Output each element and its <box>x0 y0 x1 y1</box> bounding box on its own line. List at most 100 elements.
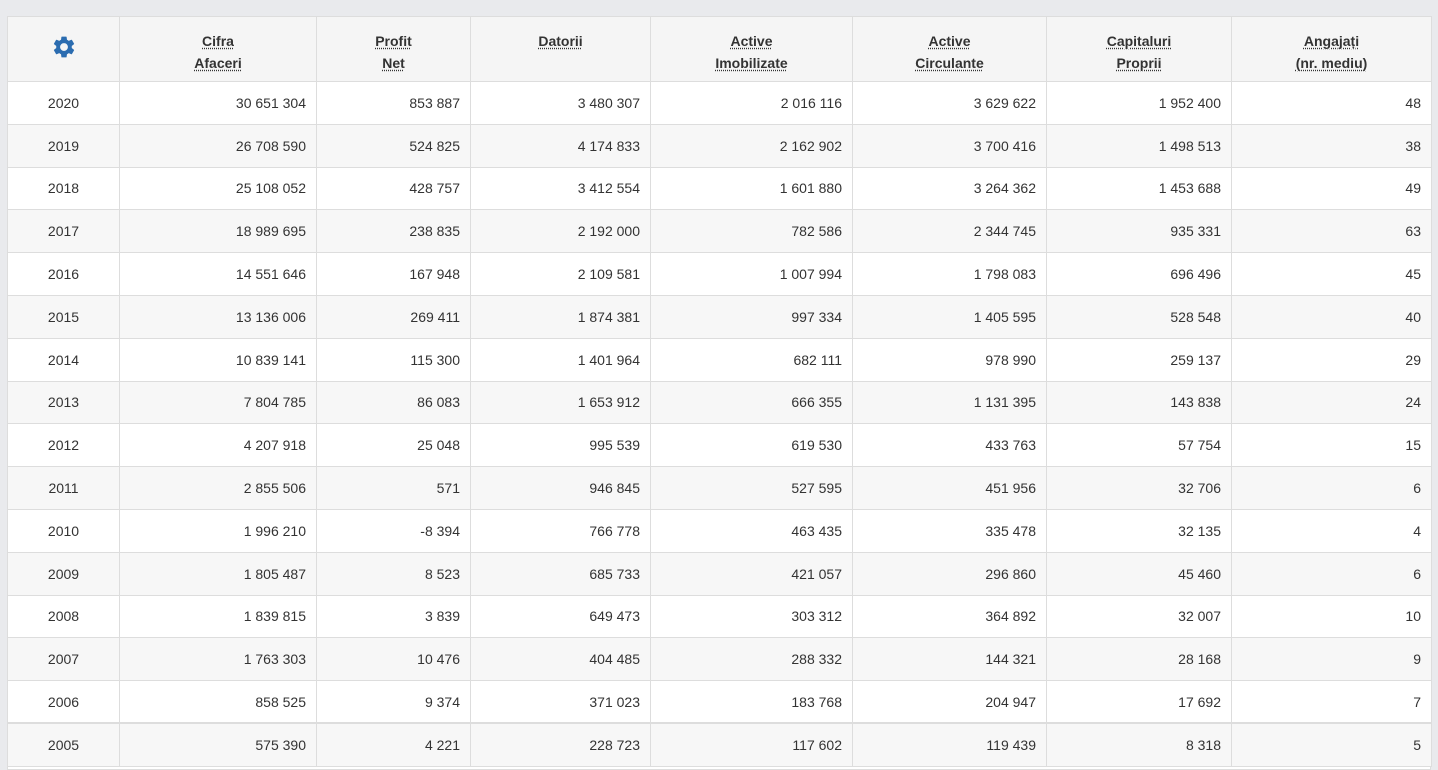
profit-net-cell: 9 374 <box>316 680 471 724</box>
header-cifra-afaceri[interactable]: Cifra Afaceri <box>119 16 317 82</box>
datorii-cell: 1 653 912 <box>470 380 651 425</box>
header-label-line2: Proprii <box>1116 55 1162 71</box>
header-label-line1: Datorii <box>538 33 583 49</box>
active-circulante-cell: 2 344 745 <box>852 209 1047 254</box>
angajati-cell: 49 <box>1231 166 1432 211</box>
capitaluri-proprii-cell: 17 692 <box>1046 680 1232 724</box>
cifra-afaceri-cell: 7 804 785 <box>119 380 317 425</box>
profit-net-cell: 8 523 <box>316 551 471 596</box>
year-cell: 2012 <box>7 423 120 468</box>
profit-net-cell: 25 048 <box>316 423 471 468</box>
active-imobilizate-cell: 666 355 <box>650 380 853 425</box>
datorii-cell: 404 485 <box>470 637 651 682</box>
table-header-row: Cifra Afaceri Profit Net Datorii Active Imo… <box>7 16 1432 82</box>
datorii-cell: 2 109 581 <box>470 252 651 296</box>
active-circulante-cell: 978 990 <box>852 337 1047 382</box>
gear-icon[interactable] <box>51 34 77 60</box>
header-label-line1: Profit <box>375 33 412 49</box>
table-row: 2012 4 207 918 25 048 995 539 619 530 433 763… <box>7 423 1432 468</box>
year-cell: 2007 <box>7 637 120 682</box>
settings-header-cell[interactable] <box>7 16 120 82</box>
header-profit-net[interactable]: Profit Net <box>316 16 471 82</box>
header-label-line1: Active <box>730 33 773 49</box>
profit-net-cell: 238 835 <box>316 209 471 254</box>
capitaluri-proprii-cell: 143 838 <box>1046 380 1232 425</box>
cifra-afaceri-cell: 575 390 <box>119 722 317 767</box>
table-row: 2005 575 390 4 221 228 723 117 602 119 439 8 3… <box>7 722 1432 767</box>
header-active-imobilizate[interactable]: Active Imobilizate <box>650 16 853 82</box>
capitaluri-proprii-cell: 32 706 <box>1046 466 1232 510</box>
active-circulante-cell: 3 629 622 <box>852 81 1047 125</box>
capitaluri-proprii-cell: 259 137 <box>1046 337 1232 382</box>
table-row: 2011 2 855 506 571 946 845 527 595 451 956 32 … <box>7 466 1432 510</box>
active-circulante-cell: 433 763 <box>852 423 1047 468</box>
datorii-cell: 946 845 <box>470 466 651 510</box>
cifra-afaceri-cell: 1 996 210 <box>119 508 317 553</box>
capitaluri-proprii-cell: 28 168 <box>1046 637 1232 682</box>
cifra-afaceri-cell: 26 708 590 <box>119 123 317 168</box>
profit-net-cell: 524 825 <box>316 123 471 168</box>
datorii-cell: 371 023 <box>470 680 651 724</box>
angajati-cell: 5 <box>1231 722 1432 767</box>
header-angajati[interactable]: Angajați (nr. mediu) <box>1231 16 1432 82</box>
active-imobilizate-cell: 997 334 <box>650 294 853 339</box>
capitaluri-proprii-cell: 528 548 <box>1046 294 1232 339</box>
active-imobilizate-cell: 682 111 <box>650 337 853 382</box>
active-circulante-cell: 335 478 <box>852 508 1047 553</box>
profit-net-cell: 10 476 <box>316 637 471 682</box>
profit-net-cell: 269 411 <box>316 294 471 339</box>
year-cell: 2015 <box>7 294 120 339</box>
angajati-cell: 4 <box>1231 508 1432 553</box>
header-datorii[interactable]: Datorii <box>470 16 651 82</box>
header-capitaluri-proprii[interactable]: Capitaluri Proprii <box>1046 16 1232 82</box>
year-cell: 2008 <box>7 594 120 639</box>
active-circulante-cell: 1 131 395 <box>852 380 1047 425</box>
profit-net-cell: 428 757 <box>316 166 471 211</box>
header-active-circulante[interactable]: Active Circulante <box>852 16 1047 82</box>
profit-net-cell: 167 948 <box>316 252 471 296</box>
active-imobilizate-cell: 2 162 902 <box>650 123 853 168</box>
cifra-afaceri-cell: 4 207 918 <box>119 423 317 468</box>
table-row: 2015 13 136 006 269 411 1 874 381 997 334 1 4… <box>7 294 1432 339</box>
header-label-line2: (nr. mediu) <box>1295 55 1368 71</box>
angajati-cell: 63 <box>1231 209 1432 254</box>
active-circulante-cell: 204 947 <box>852 680 1047 724</box>
capitaluri-proprii-cell: 32 135 <box>1046 508 1232 553</box>
active-imobilizate-cell: 2 016 116 <box>650 81 853 125</box>
cifra-afaceri-cell: 2 855 506 <box>119 466 317 510</box>
table-row: 2010 1 996 210 -8 394 766 778 463 435 335 478… <box>7 508 1432 553</box>
capitaluri-proprii-cell: 1 952 400 <box>1046 81 1232 125</box>
header-label-line2: Circulante <box>915 55 984 71</box>
profit-net-cell: -8 394 <box>316 508 471 553</box>
datorii-cell: 766 778 <box>470 508 651 553</box>
angajati-cell: 6 <box>1231 466 1432 510</box>
active-circulante-cell: 296 860 <box>852 551 1047 596</box>
active-imobilizate-cell: 183 768 <box>650 680 853 724</box>
active-circulante-cell: 451 956 <box>852 466 1047 510</box>
datorii-cell: 228 723 <box>470 722 651 767</box>
angajati-cell: 15 <box>1231 423 1432 468</box>
active-circulante-cell: 1 405 595 <box>852 294 1047 339</box>
capitaluri-proprii-cell: 8 318 <box>1046 722 1232 767</box>
active-imobilizate-cell: 421 057 <box>650 551 853 596</box>
header-label-line1: Capitaluri <box>1106 33 1172 49</box>
cifra-afaceri-cell: 10 839 141 <box>119 337 317 382</box>
year-cell: 2016 <box>7 252 120 296</box>
active-circulante-cell: 1 798 083 <box>852 252 1047 296</box>
profit-net-cell: 115 300 <box>316 337 471 382</box>
table-row: 2014 10 839 141 115 300 1 401 964 682 111 978… <box>7 337 1432 382</box>
year-cell: 2013 <box>7 380 120 425</box>
year-cell: 2005 <box>7 722 120 767</box>
year-cell: 2010 <box>7 508 120 553</box>
table-row: 2017 18 989 695 238 835 2 192 000 782 586 2 3… <box>7 209 1432 254</box>
year-cell: 2014 <box>7 337 120 382</box>
datorii-cell: 4 174 833 <box>470 123 651 168</box>
header-label-line2: Net <box>382 55 405 71</box>
active-imobilizate-cell: 1 007 994 <box>650 252 853 296</box>
capitaluri-proprii-cell: 32 007 <box>1046 594 1232 639</box>
active-circulante-cell: 144 321 <box>852 637 1047 682</box>
active-imobilizate-cell: 1 601 880 <box>650 166 853 211</box>
cifra-afaceri-cell: 13 136 006 <box>119 294 317 339</box>
profit-net-cell: 86 083 <box>316 380 471 425</box>
table-row: 2019 26 708 590 524 825 4 174 833 2 162 902 3… <box>7 123 1432 168</box>
